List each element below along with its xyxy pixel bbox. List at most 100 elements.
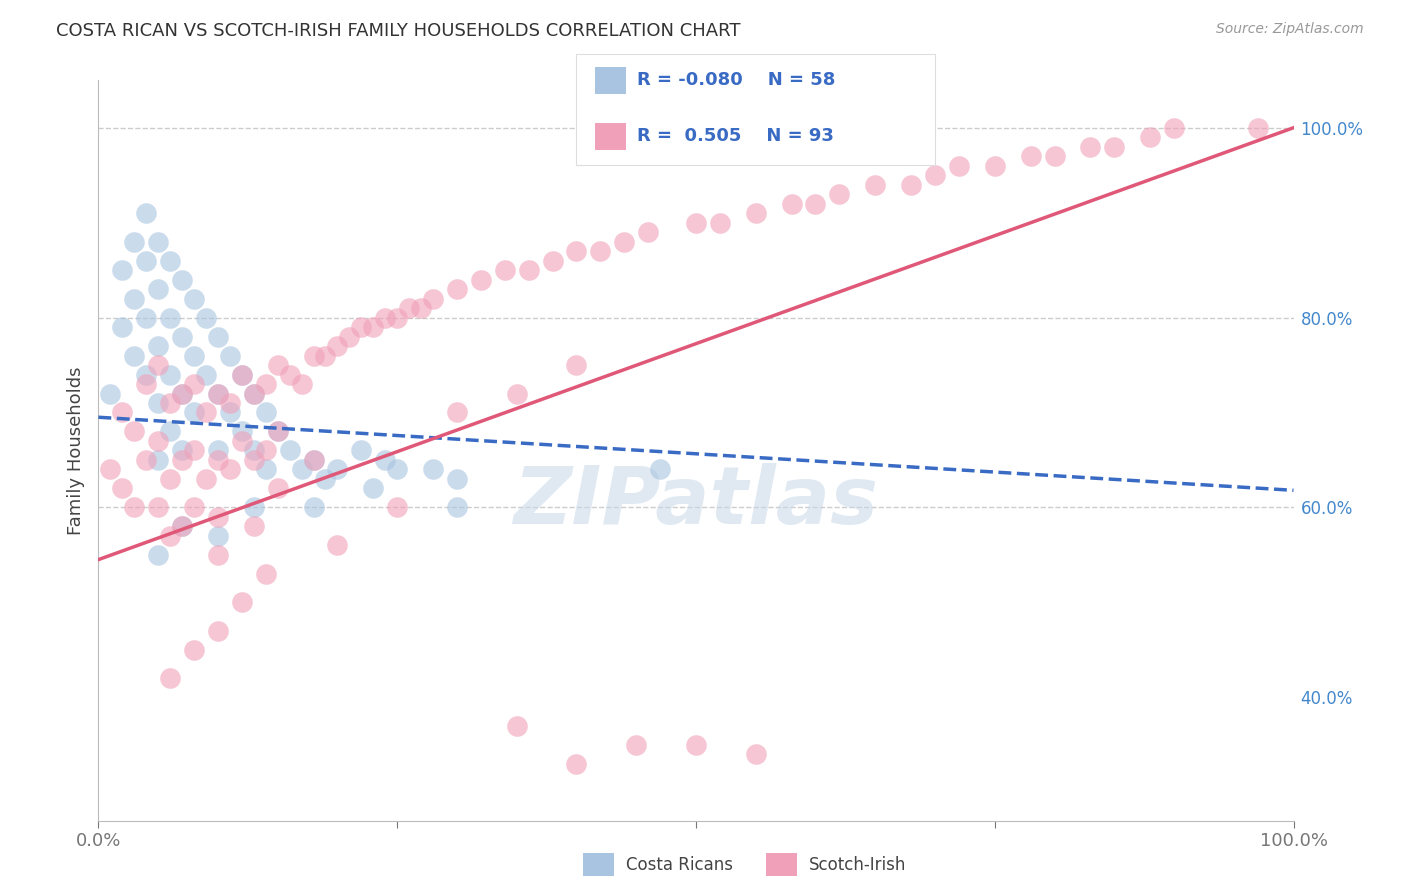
Point bbox=[159, 253, 181, 268]
Point bbox=[183, 443, 205, 458]
Point bbox=[159, 472, 181, 486]
Point bbox=[745, 206, 768, 220]
Point bbox=[385, 310, 409, 325]
Point bbox=[111, 263, 134, 277]
Text: Costa Ricans: Costa Ricans bbox=[626, 855, 733, 873]
Point bbox=[124, 425, 146, 439]
Point bbox=[148, 339, 170, 353]
Point bbox=[385, 500, 409, 515]
Point bbox=[207, 509, 229, 524]
Point bbox=[148, 396, 170, 410]
Point bbox=[1080, 139, 1102, 153]
Point bbox=[207, 386, 229, 401]
Point bbox=[98, 386, 122, 401]
Point bbox=[124, 349, 146, 363]
Point bbox=[172, 519, 194, 533]
Point bbox=[637, 225, 659, 239]
Point bbox=[315, 472, 337, 486]
Point bbox=[135, 368, 157, 382]
Point bbox=[148, 548, 170, 562]
Point bbox=[1139, 130, 1161, 145]
Point bbox=[350, 320, 373, 334]
Point bbox=[172, 329, 194, 343]
Point bbox=[565, 358, 588, 372]
Text: Scotch-Irish: Scotch-Irish bbox=[808, 855, 905, 873]
Point bbox=[745, 747, 768, 762]
Point bbox=[315, 349, 337, 363]
Point bbox=[374, 453, 396, 467]
Point bbox=[422, 292, 444, 306]
Point bbox=[148, 358, 170, 372]
Point bbox=[506, 719, 529, 733]
Point bbox=[207, 386, 229, 401]
Point bbox=[446, 405, 468, 419]
Point bbox=[231, 368, 253, 382]
Point bbox=[302, 500, 325, 515]
Point bbox=[243, 500, 266, 515]
Point bbox=[446, 500, 468, 515]
Point bbox=[589, 244, 612, 259]
Point bbox=[159, 671, 181, 685]
Point bbox=[183, 405, 205, 419]
Point bbox=[243, 443, 266, 458]
Point bbox=[1019, 149, 1042, 163]
Point bbox=[780, 196, 803, 211]
Point bbox=[207, 453, 229, 467]
Point bbox=[219, 405, 242, 419]
Point bbox=[159, 396, 181, 410]
Point bbox=[411, 301, 433, 315]
Point bbox=[326, 538, 349, 552]
Point bbox=[900, 178, 922, 192]
Point bbox=[385, 462, 409, 476]
Point bbox=[374, 310, 396, 325]
Point bbox=[195, 472, 218, 486]
Point bbox=[278, 443, 301, 458]
Point bbox=[183, 377, 205, 392]
Point bbox=[339, 329, 361, 343]
Point bbox=[267, 358, 290, 372]
Point bbox=[172, 386, 194, 401]
Point bbox=[219, 396, 242, 410]
Point bbox=[148, 500, 170, 515]
Point bbox=[626, 738, 648, 752]
Point bbox=[613, 235, 636, 249]
Point bbox=[195, 405, 218, 419]
Point bbox=[148, 282, 170, 296]
Point bbox=[231, 595, 253, 609]
Point bbox=[231, 434, 253, 448]
Point bbox=[506, 386, 529, 401]
Point bbox=[924, 168, 946, 182]
Point bbox=[422, 462, 444, 476]
Point bbox=[207, 548, 229, 562]
Point bbox=[709, 216, 731, 230]
Point bbox=[291, 377, 314, 392]
Point bbox=[124, 235, 146, 249]
Point bbox=[111, 405, 134, 419]
Point bbox=[183, 642, 205, 657]
Point bbox=[172, 453, 194, 467]
Point bbox=[494, 263, 516, 277]
Point bbox=[254, 566, 277, 581]
Point bbox=[172, 386, 194, 401]
Point bbox=[183, 349, 205, 363]
Point bbox=[183, 292, 205, 306]
Text: Source: ZipAtlas.com: Source: ZipAtlas.com bbox=[1216, 22, 1364, 37]
Point bbox=[685, 216, 707, 230]
Point bbox=[470, 272, 492, 286]
Point bbox=[159, 310, 181, 325]
Point bbox=[111, 482, 134, 496]
Point bbox=[207, 529, 229, 543]
Point bbox=[148, 453, 170, 467]
Point bbox=[865, 178, 887, 192]
Point bbox=[254, 377, 277, 392]
Point bbox=[243, 519, 266, 533]
Point bbox=[804, 196, 827, 211]
Point bbox=[363, 482, 385, 496]
Point bbox=[326, 339, 349, 353]
Point bbox=[302, 453, 325, 467]
Point bbox=[398, 301, 420, 315]
Point bbox=[98, 462, 122, 476]
Point bbox=[183, 500, 205, 515]
Point bbox=[302, 349, 325, 363]
Point bbox=[243, 386, 266, 401]
